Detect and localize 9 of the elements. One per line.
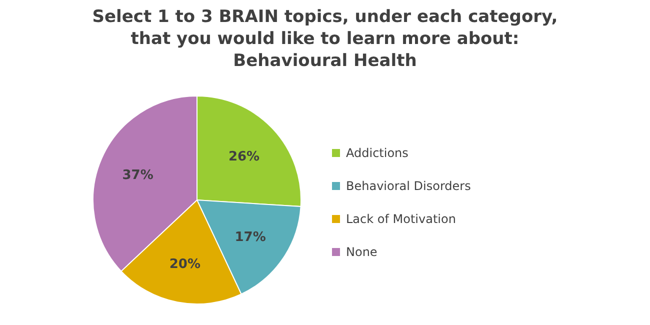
legend-label: Addictions: [346, 146, 408, 160]
legend-label: Lack of Motivation: [346, 212, 456, 226]
data-label: 17%: [234, 230, 266, 245]
data-label: 37%: [122, 168, 154, 183]
legend-label: None: [346, 245, 378, 260]
chart-title: Select 1 to 3 BRAIN topics, under each category, that you would like to learn more about: Behavioural Health: [92, 7, 558, 71]
data-label: 26%: [228, 149, 260, 164]
legend-label: Behavioral Disorders: [346, 179, 471, 194]
data-label: 20%: [169, 256, 200, 272]
